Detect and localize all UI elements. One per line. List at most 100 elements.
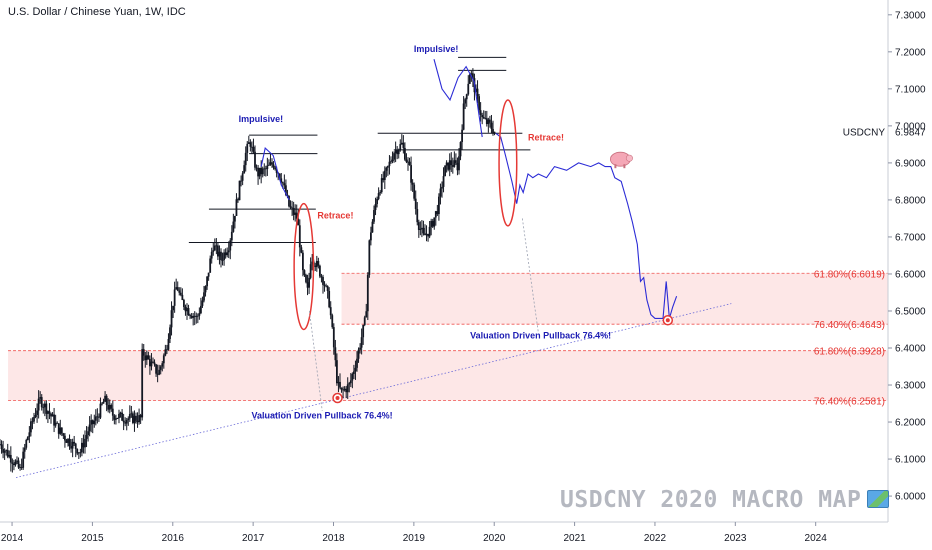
candle-body	[462, 103, 465, 130]
candle-body	[428, 226, 431, 237]
candle-body	[68, 438, 71, 447]
candle-body	[232, 221, 235, 232]
candle-body	[73, 441, 76, 444]
candle-body	[334, 347, 337, 361]
candle-body	[260, 167, 263, 175]
candle-body	[343, 388, 346, 391]
candle-body	[132, 413, 134, 423]
candle-body	[306, 282, 309, 288]
candle-body	[368, 240, 371, 275]
candle-body	[365, 311, 368, 318]
candle-body	[328, 291, 331, 308]
candle-body	[196, 315, 199, 317]
candle-body	[11, 462, 14, 464]
candle-body	[323, 284, 326, 286]
candle-body	[125, 420, 128, 424]
candle-body	[133, 415, 136, 423]
candle-body	[404, 147, 406, 160]
pig-icon-leg	[623, 164, 626, 169]
candle-body	[274, 167, 276, 170]
candle-body	[430, 220, 433, 227]
candle-body	[65, 440, 68, 443]
candle-body	[244, 152, 247, 166]
candle-body	[337, 381, 340, 384]
candle-body	[266, 165, 269, 170]
candle-body	[96, 416, 99, 418]
target-icon-center	[335, 395, 340, 400]
candle-body	[110, 404, 113, 409]
projection-arc-2017	[260, 147, 290, 201]
x-tick-label: 2017	[242, 533, 265, 544]
candle-body	[88, 424, 91, 432]
x-tick-label: 2021	[563, 533, 586, 544]
projection-arc-2019	[433, 59, 483, 138]
candle-body	[490, 122, 493, 129]
candle-body	[108, 404, 111, 410]
candle-body	[81, 442, 83, 453]
candle-body	[186, 308, 188, 312]
candle-body	[470, 73, 473, 75]
candle-body	[408, 161, 411, 166]
candle-body	[271, 162, 273, 165]
fib-label-bottom: 76.40%(6.2581)	[814, 397, 885, 408]
candle-body	[70, 446, 72, 449]
candle-body	[50, 413, 52, 417]
candle-body	[152, 361, 154, 363]
candle-body	[169, 327, 171, 339]
candle-body	[179, 292, 182, 295]
candle-body	[229, 240, 232, 251]
candle-body	[405, 159, 408, 163]
candle-body	[332, 327, 335, 348]
candle-body	[400, 142, 403, 145]
candle-body	[322, 276, 324, 285]
candle-body	[33, 416, 35, 422]
candle-body	[37, 398, 40, 411]
retrace-ellipse-1	[293, 202, 315, 331]
candle-body	[302, 252, 304, 271]
candle-body	[388, 161, 391, 167]
candle-body	[215, 245, 218, 247]
candle-body	[383, 170, 386, 180]
y-tick-label: 6.9000	[895, 158, 926, 169]
candle-body	[210, 251, 213, 259]
y-tick-label: 7.0000	[895, 121, 926, 132]
candle-body	[410, 165, 412, 183]
candle-body	[42, 407, 45, 409]
y-tick-label: 6.4000	[895, 344, 926, 355]
candle-body	[431, 220, 434, 227]
candle-body	[479, 110, 482, 116]
candle-body	[326, 285, 329, 292]
candle-body	[374, 203, 377, 211]
candle-body	[456, 162, 459, 171]
candle-body	[268, 164, 270, 166]
candle-body	[77, 452, 80, 454]
candle-body	[178, 290, 181, 293]
candle-body	[195, 315, 198, 317]
candle-body	[240, 180, 242, 182]
candle-body	[8, 454, 11, 457]
candle-body	[281, 182, 284, 184]
annotation-label: Impulsive!	[239, 114, 284, 124]
candle-body	[278, 173, 281, 179]
candle-body	[396, 149, 399, 155]
candle-body	[105, 395, 108, 406]
candle-body	[183, 299, 185, 307]
candle-body	[414, 198, 417, 210]
candle-body	[213, 245, 216, 251]
candle-body	[294, 212, 297, 215]
annotation-label: Retrace!	[528, 133, 564, 143]
candle-body	[342, 389, 344, 391]
candle-body	[17, 460, 20, 468]
trendline-dotted	[15, 303, 732, 478]
candle-body	[444, 165, 446, 177]
projection-path	[495, 132, 678, 319]
candle-body	[300, 247, 303, 253]
candle-body	[67, 438, 69, 443]
candle-body	[359, 347, 361, 350]
x-tick-label: 2019	[403, 533, 426, 544]
symbol-label: USDCNY	[843, 128, 886, 139]
candle-body	[314, 265, 317, 268]
candle-body	[227, 250, 230, 253]
candle-body	[99, 403, 102, 418]
